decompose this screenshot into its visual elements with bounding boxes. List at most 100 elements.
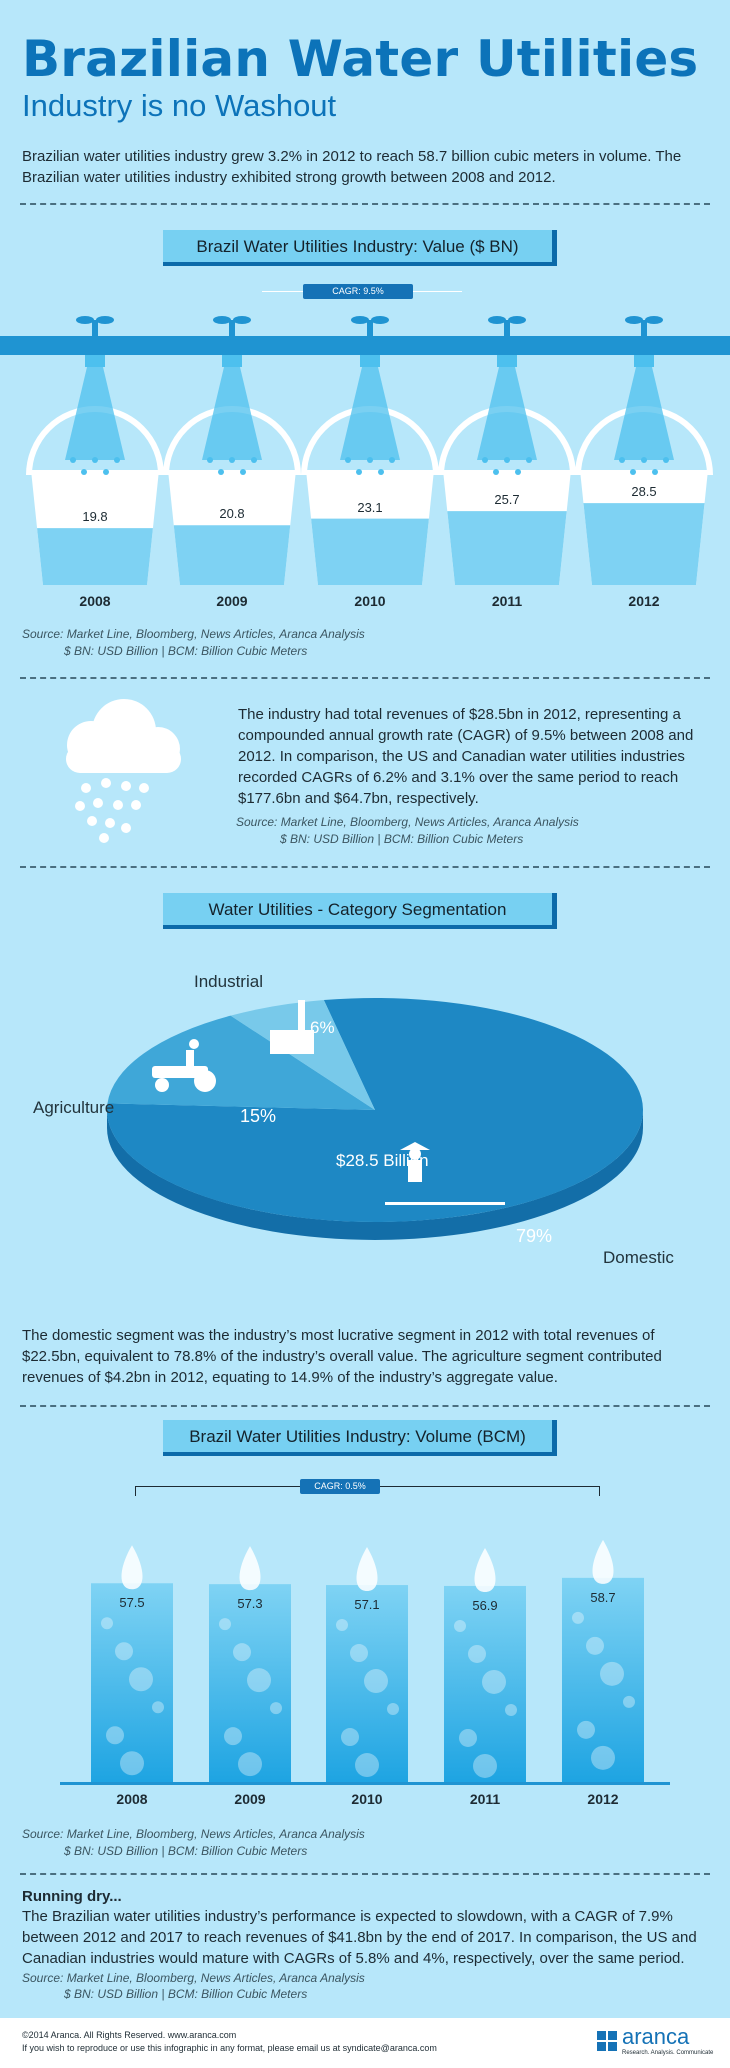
- bubble: [505, 1703, 517, 1716]
- volume-year-label: 2009: [234, 1791, 266, 1807]
- water-drop: [367, 457, 373, 463]
- bubble: [336, 1619, 348, 1632]
- faucet-handle-left: [213, 316, 231, 324]
- value-bar-label: 28.5: [631, 484, 657, 500]
- faucet-handle-right: [371, 316, 389, 324]
- tap-spout: [222, 355, 242, 367]
- tap-spout: [360, 355, 380, 367]
- bubble: [591, 1745, 615, 1770]
- tap-spout: [634, 355, 654, 367]
- segment-section-title: Water Utilities - Category Segmentation: [163, 893, 557, 929]
- value-bar-label: 19.8: [82, 509, 108, 525]
- bucket-2012: [575, 316, 713, 585]
- water-drop: [482, 457, 488, 463]
- divider: [20, 203, 710, 205]
- page-subtitle: Industry is no Washout: [22, 88, 337, 123]
- bubble: [473, 1753, 497, 1778]
- value-year-label: 2011: [491, 593, 523, 609]
- value-year-label: 2010: [354, 593, 386, 609]
- value-bar-label: 20.8: [219, 506, 245, 522]
- bubble: [129, 1667, 153, 1692]
- water-drop: [663, 457, 669, 463]
- bubble: [454, 1619, 466, 1632]
- outlook-source-units: $ BN: USD Billion | BCM: Billion Cubic M…: [64, 1987, 308, 2001]
- volume-column-2011: [444, 1547, 526, 1782]
- water-drop: [81, 469, 87, 475]
- faucet-handle-right: [233, 316, 251, 324]
- bubble: [350, 1644, 368, 1663]
- farmer-icon: [385, 1142, 505, 1205]
- revenue-text: The industry had total revenues of $28.5…: [238, 706, 694, 807]
- volume-bar-label: 57.3: [237, 1596, 263, 1612]
- volume-column-2008: [91, 1545, 173, 1782]
- water-stream: [65, 367, 125, 460]
- bubble: [101, 1617, 113, 1630]
- bubble: [238, 1752, 262, 1777]
- bucket-water: [583, 503, 705, 585]
- bubble: [600, 1661, 624, 1686]
- tap-spout: [85, 355, 105, 367]
- outlook-source: Source: Market Line, Bloomberg, News Art…: [22, 1971, 365, 1985]
- bubble: [247, 1668, 271, 1693]
- pie-slice-industrial: [230, 1000, 375, 1110]
- volume-chart: [60, 1539, 670, 1785]
- bubble: [364, 1669, 388, 1694]
- volume-bar-label: 57.1: [354, 1597, 380, 1613]
- bubble: [106, 1726, 124, 1745]
- pie-total-label: $28.5 Billion: [336, 1151, 429, 1170]
- bucket-2011: [438, 316, 576, 585]
- value-bar-label: 25.7: [494, 492, 520, 508]
- footer-reproduce-note: If you wish to reproduce or use this inf…: [22, 2043, 437, 2053]
- volume-baseline: [60, 1782, 670, 1785]
- faucet-handle-right: [96, 316, 114, 324]
- bubble: [355, 1753, 379, 1778]
- faucet-handle-left: [76, 316, 94, 324]
- tractor-icon: [152, 1039, 216, 1092]
- volume-column-bar: [326, 1585, 408, 1782]
- water-drop: [70, 457, 76, 463]
- volume-bar-label: 58.7: [590, 1589, 616, 1605]
- value-bar-label: 23.1: [357, 499, 383, 515]
- volume-year-label: 2008: [116, 1791, 148, 1807]
- water-drop: [619, 457, 625, 463]
- water-drop: [240, 469, 246, 475]
- pie-value-domestic: 79%: [516, 1226, 553, 1246]
- money-cloud-icon: [66, 699, 181, 843]
- water-drop: [652, 469, 658, 475]
- water-drop: [389, 457, 395, 463]
- divider: [20, 1405, 710, 1407]
- volume-column-bar: [209, 1584, 291, 1782]
- tap-spout: [497, 355, 517, 367]
- value-source: Source: Market Line, Bloomberg, News Art…: [22, 627, 365, 641]
- bubble: [482, 1669, 506, 1694]
- water-drop: [526, 457, 532, 463]
- water-drop: [493, 469, 499, 475]
- water-drop: [251, 457, 257, 463]
- water-drop: [229, 457, 235, 463]
- faucet-icon: [504, 320, 510, 336]
- faucet-icon: [229, 320, 235, 336]
- footer-brand: aranca: [622, 2024, 690, 2049]
- volume-year-label: 2011: [469, 1791, 501, 1807]
- outlook-heading: Running dry...: [22, 1888, 122, 1905]
- bubble: [120, 1751, 144, 1776]
- faucet-handle-right: [508, 316, 526, 324]
- water-stream: [202, 367, 262, 460]
- factory-icon: [270, 1000, 314, 1054]
- volume-column-2010: [326, 1547, 408, 1782]
- aranca-logo-icon: [597, 2031, 617, 2051]
- divider: [20, 1873, 710, 1875]
- value-cagr-badge: CAGR: 9.5%: [303, 284, 413, 299]
- value-source-units: $ BN: USD Billion | BCM: Billion Cubic M…: [64, 644, 308, 658]
- volume-column-bar: [562, 1577, 644, 1782]
- bubble: [219, 1618, 231, 1631]
- bucket-water: [37, 528, 153, 585]
- bubble: [572, 1611, 584, 1624]
- divider: [20, 866, 710, 868]
- page-title: Brazilian Water Utilities: [22, 30, 699, 88]
- volume-column-2012: [562, 1539, 644, 1782]
- divider: [20, 677, 710, 679]
- water-pipe: [0, 336, 730, 355]
- water-drop: [641, 457, 647, 463]
- droplet-icon: [121, 1545, 143, 1590]
